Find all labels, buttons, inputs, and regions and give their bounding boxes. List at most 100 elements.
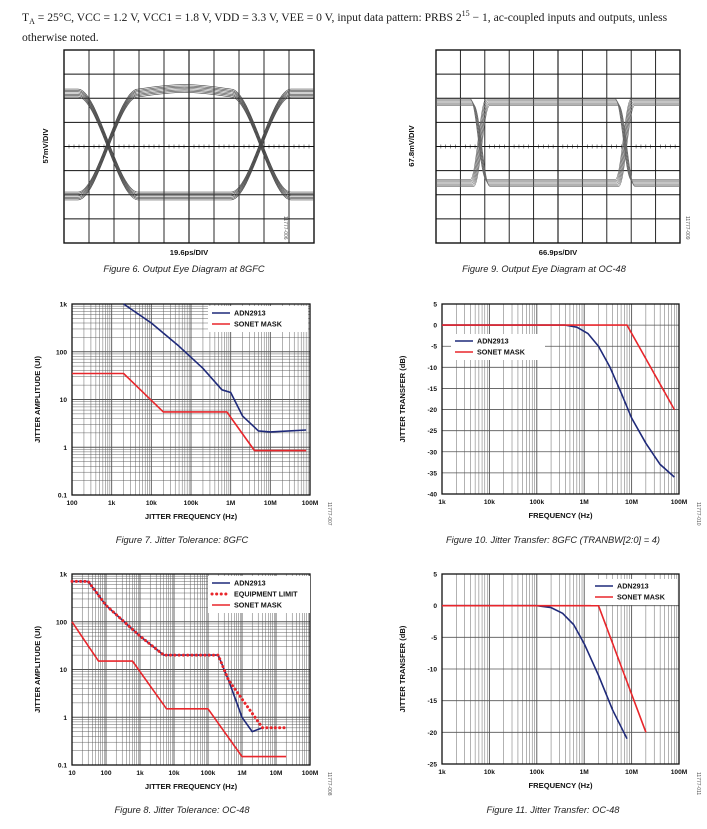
eye-trace: [436, 102, 680, 185]
y-tick-label: -25: [427, 428, 437, 435]
x-tick-label: 1M: [580, 769, 590, 776]
y-tick-label: 1: [63, 445, 67, 452]
eye-trace: [64, 96, 314, 201]
fig6-note: 11777-006: [282, 216, 288, 240]
series-equipment-limit: [70, 579, 288, 730]
fig10-note: 11777-010: [695, 502, 701, 526]
x-tick-label: 10k: [168, 770, 179, 777]
x-tick-label: 100k: [184, 500, 199, 507]
x-tick-label: 1M: [226, 500, 236, 507]
legend-label: SONET MASK: [234, 320, 283, 329]
y-axis-label: JITTER TRANSFER (dB): [398, 625, 407, 712]
x-tick-label: 1k: [136, 770, 144, 777]
x-tick-label: 10M: [625, 499, 638, 506]
x-tick-label: 10k: [484, 499, 495, 506]
intro-prefix: T: [22, 10, 30, 24]
x-tick-label: 10M: [625, 769, 638, 776]
eye-trace: [64, 90, 314, 199]
y-tick-label: 10: [60, 667, 68, 674]
legend-label: SONET MASK: [234, 601, 283, 610]
eye-trace: [436, 101, 680, 184]
y-tick-label: 1k: [60, 572, 68, 579]
series-sonet-mask: [442, 604, 647, 733]
fig10-caption: Figure 10. Jitter Transfer: 8GFC (TRANBW…: [446, 535, 660, 545]
fig11-caption: Figure 11. Jitter Transfer: OC-48: [486, 805, 620, 815]
legend-box: [208, 306, 308, 332]
plot-area: [442, 304, 679, 494]
eye-trace: [64, 88, 314, 197]
intro-suffix: − 1, ac-coupled inputs and outputs, unle…: [22, 10, 668, 44]
eye-trace: [64, 95, 314, 199]
eye-x-label: 66.9ps/DIV: [539, 248, 578, 256]
y-tick-label: 100: [56, 619, 67, 626]
plot-frame: [441, 573, 680, 765]
fig6-caption: Figure 6. Output Eye Diagram at 8GFC: [103, 264, 265, 274]
series-sonet-mask: [442, 324, 676, 410]
y-tick-label: 0: [433, 323, 437, 330]
y-tick-label: 1k: [60, 302, 68, 309]
eye-trace: [436, 99, 680, 182]
series-adn2913: [442, 324, 675, 478]
x-tick-label: 100k: [201, 770, 216, 777]
eye-y-label: 57mV/DIV: [41, 128, 50, 164]
fig8-caption: Figure 8. Jitter Tolerance: OC-48: [114, 805, 250, 815]
y-tick-label: -15: [427, 698, 437, 705]
legend-label: ADN2913: [234, 309, 266, 318]
intro-mid: = 25°C, VCC = 1.2 V, VCC1 = 1.8 V, VDD =…: [34, 10, 462, 24]
eye-trace: [436, 100, 680, 183]
legend-label: ADN2913: [234, 579, 266, 588]
eye-trace: [436, 105, 680, 187]
y-tick-label: -10: [427, 365, 437, 372]
legend-label: SONET MASK: [617, 593, 666, 602]
x-axis-label: JITTER FREQUENCY (Hz): [145, 512, 238, 521]
x-axis-label: FREQUENCY (Hz): [529, 781, 593, 790]
intro-sup: 15: [461, 9, 470, 18]
eye-trace: [64, 84, 314, 193]
eye-diagram-oc48: 66.9ps/DIV 67.8mV/DIV: [407, 49, 681, 256]
fig9-note: 11777-009: [684, 216, 690, 240]
series-adn2913: [123, 303, 307, 433]
eye-trace: [436, 101, 680, 184]
y-tick-label: -30: [427, 449, 437, 456]
y-axis-label: JITTER AMPLITUDE (UI): [33, 626, 42, 714]
y-tick-label: -35: [427, 470, 437, 477]
y-tick-label: 0.1: [58, 763, 67, 770]
eye-trace: [436, 105, 680, 187]
series-sonet-mask: [72, 372, 307, 452]
x-tick-label: 1k: [108, 500, 116, 507]
y-tick-label: 0.1: [58, 493, 67, 500]
eye-traces: [64, 84, 314, 201]
x-tick-label: 10k: [484, 769, 495, 776]
eye-trace: [436, 98, 680, 180]
y-tick-label: -5: [431, 344, 437, 351]
x-tick-label: 100M: [671, 499, 688, 506]
x-tick-label: 10M: [270, 770, 283, 777]
y-tick-label: 10: [60, 397, 68, 404]
legend-label: EQUIPMENT LIMIT: [234, 590, 298, 599]
plot-frame: [441, 303, 680, 495]
fig9-caption: Figure 9. Output Eye Diagram at OC-48: [462, 264, 626, 274]
eye-trace: [64, 89, 314, 198]
eye-trace: [64, 92, 314, 201]
x-tick-label: 100M: [302, 770, 319, 777]
x-tick-label: 100M: [671, 769, 688, 776]
plot-frame: [71, 573, 311, 766]
y-tick-label: 100: [56, 349, 67, 356]
y-tick-label: 1: [63, 715, 67, 722]
chart-jitter-tolerance-8gfc: 100 1k 10k 100k 1M 10M 100M 1k 100 10 1 0.1 JITTER F…: [33, 302, 319, 522]
x-tick-label: 100k: [529, 769, 544, 776]
x-tick-label: 1M: [237, 770, 247, 777]
eye-trace: [64, 86, 314, 195]
eye-trace: [64, 92, 314, 197]
eye-trace: [436, 98, 680, 180]
eye-trace: [436, 100, 680, 183]
legend-box: [451, 334, 545, 360]
x-tick-label: 100: [66, 500, 77, 507]
legend-box: [591, 579, 677, 605]
chart-jitter-transfer-oc48: 1k 10k 100k 1M 10M 100M 5 0 -5 -10 -15 -20 -25 FREQUE…: [398, 572, 688, 791]
intro-sub: A: [29, 17, 35, 27]
y-tick-label: -10: [427, 667, 437, 674]
x-tick-label: 100k: [529, 499, 544, 506]
series-sonet-mask: [71, 621, 287, 758]
fig11-note: 11777-011: [695, 772, 701, 796]
